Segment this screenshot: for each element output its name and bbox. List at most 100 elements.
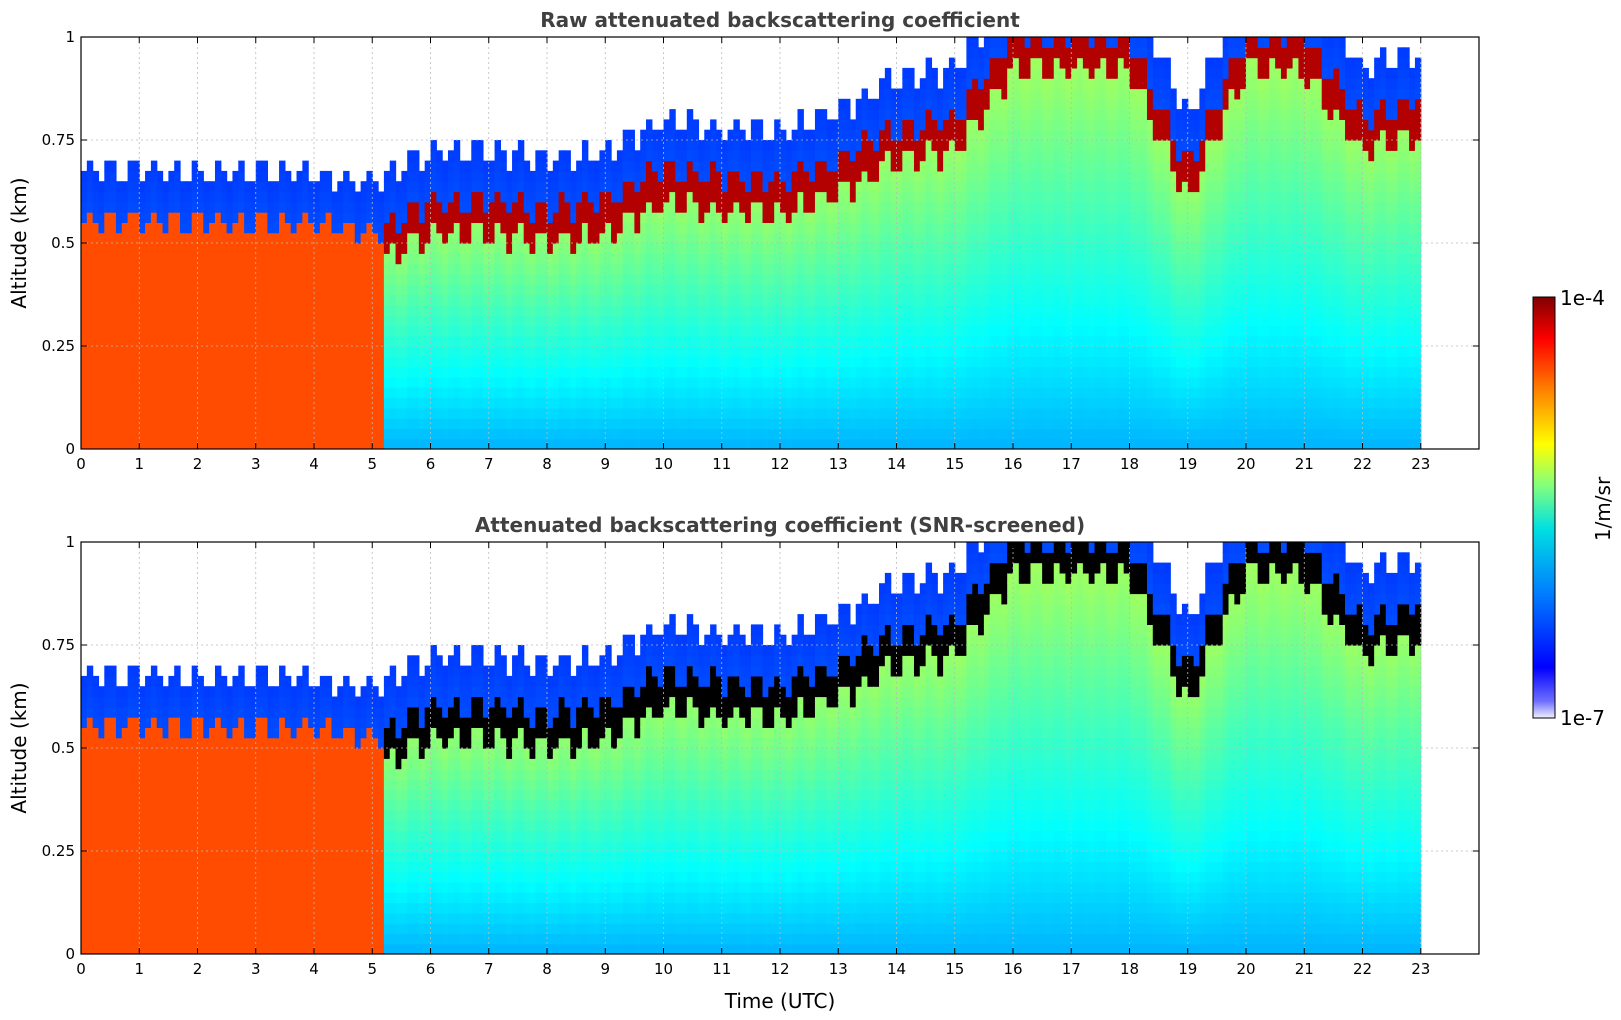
heatmap-cell bbox=[139, 294, 146, 306]
heatmap-cell bbox=[383, 170, 391, 182]
heatmap-cell bbox=[488, 170, 496, 182]
heatmap-cell bbox=[203, 376, 210, 388]
heatmap-cell bbox=[780, 232, 787, 244]
heatmap-cell bbox=[238, 294, 245, 306]
heatmap-cell bbox=[413, 438, 420, 449]
heatmap-cell bbox=[739, 366, 746, 378]
heatmap-cell bbox=[244, 253, 251, 265]
heatmap-cell bbox=[477, 294, 484, 306]
heatmap-cell bbox=[372, 428, 379, 440]
heatmap-cell bbox=[768, 294, 775, 306]
heatmap-cell bbox=[290, 253, 298, 265]
heatmap-cell bbox=[587, 191, 595, 203]
heatmap-cell bbox=[704, 335, 711, 347]
heatmap-cell bbox=[972, 273, 979, 285]
heatmap-cell bbox=[185, 335, 193, 347]
heatmap-cell bbox=[1018, 129, 1026, 141]
heatmap-cell bbox=[745, 232, 752, 244]
heatmap-cell bbox=[506, 181, 513, 193]
heatmap-cell bbox=[547, 181, 554, 193]
heatmap-cell bbox=[529, 376, 536, 388]
heatmap-cell bbox=[436, 232, 443, 244]
heatmap-cell bbox=[145, 418, 152, 429]
heatmap-cell bbox=[86, 201, 94, 213]
heatmap-cell bbox=[983, 67, 991, 79]
heatmap-cell bbox=[954, 232, 962, 244]
heatmap-cell bbox=[943, 243, 950, 254]
heatmap-cell bbox=[1030, 67, 1037, 79]
heatmap-cell bbox=[512, 325, 519, 337]
heatmap-cell bbox=[838, 273, 845, 285]
heatmap-cell bbox=[447, 315, 455, 326]
heatmap-cell bbox=[145, 315, 152, 326]
heatmap-cell bbox=[1036, 284, 1043, 296]
heatmap-cell bbox=[366, 366, 373, 378]
heatmap-cell bbox=[191, 253, 199, 265]
heatmap-cell bbox=[640, 346, 647, 357]
heatmap-cell bbox=[442, 407, 449, 419]
heatmap-cell bbox=[325, 315, 333, 326]
heatmap-cell bbox=[692, 150, 700, 162]
heatmap-cell bbox=[529, 438, 536, 449]
heatmap-cell bbox=[348, 387, 356, 399]
heatmap-cell bbox=[948, 191, 956, 203]
heatmap-cell bbox=[1024, 325, 1032, 337]
heatmap-cell bbox=[325, 201, 333, 213]
heatmap-cell bbox=[954, 253, 962, 265]
heatmap-cell bbox=[943, 325, 950, 337]
heatmap-cell bbox=[710, 212, 717, 223]
heatmap-cell bbox=[622, 304, 630, 316]
heatmap-cell bbox=[471, 315, 478, 326]
heatmap-cell bbox=[593, 356, 601, 368]
heatmap-cell bbox=[174, 304, 181, 316]
heatmap-cell bbox=[622, 366, 630, 378]
heatmap-cell bbox=[185, 294, 193, 306]
heatmap-cell bbox=[424, 170, 432, 182]
heatmap-cell bbox=[360, 201, 368, 213]
heatmap-cell bbox=[739, 387, 746, 399]
heatmap-cell bbox=[314, 191, 321, 203]
heatmap-cell bbox=[1013, 356, 1020, 368]
heatmap-cell bbox=[896, 304, 903, 316]
heatmap-cell bbox=[191, 232, 199, 244]
heatmap-cell bbox=[745, 304, 752, 316]
heatmap-cell bbox=[826, 335, 834, 347]
heatmap-cell bbox=[727, 428, 734, 440]
heatmap-cell bbox=[1001, 119, 1008, 131]
heatmap-cell bbox=[284, 366, 292, 378]
heatmap-cell bbox=[890, 438, 898, 449]
heatmap-cell bbox=[209, 356, 216, 368]
heatmap-cell bbox=[972, 325, 979, 337]
heatmap-cell bbox=[983, 129, 991, 141]
heatmap-cell bbox=[576, 232, 583, 244]
heatmap-cell bbox=[81, 181, 88, 193]
heatmap-cell bbox=[849, 366, 857, 378]
heatmap-cell bbox=[570, 387, 577, 399]
heatmap-cell bbox=[715, 170, 723, 182]
heatmap-cell bbox=[430, 438, 437, 449]
heatmap-cell bbox=[314, 397, 321, 409]
heatmap-cell bbox=[873, 191, 880, 203]
heatmap-cell bbox=[150, 397, 158, 409]
heatmap-cell bbox=[86, 191, 94, 203]
heatmap-cell bbox=[727, 418, 734, 429]
heatmap-cell bbox=[302, 366, 309, 378]
heatmap-cell bbox=[948, 366, 956, 378]
heatmap-cell bbox=[570, 273, 577, 285]
heatmap-cell bbox=[465, 232, 472, 244]
heatmap-cell bbox=[500, 160, 507, 172]
heatmap-cell bbox=[133, 294, 140, 306]
heatmap-cell bbox=[552, 243, 560, 254]
heatmap-cell bbox=[634, 376, 641, 388]
heatmap-cell bbox=[1018, 170, 1026, 182]
heatmap-cell bbox=[447, 212, 455, 223]
heatmap-cell bbox=[628, 191, 635, 203]
heatmap-cell bbox=[599, 222, 606, 234]
heatmap-cell bbox=[657, 160, 665, 172]
heatmap-cell bbox=[686, 438, 694, 449]
heatmap-cell bbox=[809, 201, 816, 213]
heatmap-cell bbox=[960, 253, 967, 265]
heatmap-cell bbox=[1024, 366, 1032, 378]
heatmap-cell bbox=[849, 294, 857, 306]
heatmap-cell bbox=[389, 232, 397, 244]
